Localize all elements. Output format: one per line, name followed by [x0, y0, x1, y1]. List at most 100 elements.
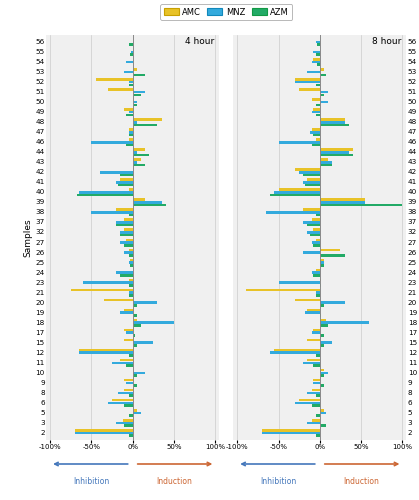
Bar — [320, 384, 324, 387]
Bar — [129, 354, 133, 357]
Bar — [124, 308, 133, 312]
Bar — [133, 344, 137, 347]
Bar — [131, 51, 133, 54]
Bar — [96, 78, 133, 80]
Bar — [118, 392, 133, 394]
Bar — [312, 144, 320, 146]
Bar — [126, 364, 133, 367]
Bar — [133, 324, 141, 326]
Bar — [108, 88, 133, 90]
Bar — [320, 374, 324, 377]
Bar — [310, 234, 320, 236]
Bar — [320, 201, 365, 203]
Bar — [320, 314, 321, 316]
Bar — [129, 84, 133, 86]
Bar — [303, 362, 320, 364]
Bar — [312, 111, 320, 114]
Bar — [303, 181, 320, 184]
Bar — [308, 224, 320, 226]
Bar — [313, 58, 320, 60]
Text: Inhibition: Inhibition — [261, 478, 297, 486]
Bar — [116, 208, 133, 211]
Bar — [295, 298, 320, 301]
Bar — [312, 218, 320, 221]
Bar — [274, 191, 320, 194]
Bar — [316, 214, 320, 216]
Bar — [320, 409, 324, 412]
Bar — [75, 429, 133, 432]
Bar — [295, 81, 320, 84]
Bar — [316, 268, 320, 271]
Bar — [126, 332, 133, 334]
Bar — [130, 54, 133, 56]
Bar — [100, 171, 133, 173]
Bar — [77, 194, 133, 196]
Bar — [124, 108, 133, 111]
Bar — [316, 434, 320, 437]
Bar — [308, 359, 320, 362]
Bar — [133, 164, 145, 166]
Bar — [133, 198, 145, 201]
Bar — [320, 322, 369, 324]
Bar — [120, 359, 133, 362]
Bar — [124, 228, 133, 231]
Bar — [303, 221, 320, 224]
Bar — [83, 282, 133, 284]
Bar — [124, 252, 133, 254]
Bar — [313, 134, 320, 136]
Bar — [320, 262, 324, 264]
Bar — [116, 224, 133, 226]
Bar — [130, 258, 133, 261]
Bar — [320, 254, 344, 256]
Bar — [124, 424, 133, 427]
Y-axis label: Samples: Samples — [23, 218, 33, 257]
Bar — [312, 272, 320, 274]
Bar — [320, 121, 344, 124]
Bar — [308, 178, 320, 181]
Bar — [129, 284, 133, 286]
Bar — [316, 54, 320, 56]
Bar — [133, 201, 162, 203]
Bar — [116, 221, 133, 224]
Bar — [129, 188, 133, 191]
Bar — [129, 254, 133, 256]
Bar — [124, 71, 133, 74]
Bar — [320, 118, 344, 121]
Bar — [312, 61, 320, 64]
Bar — [316, 40, 320, 43]
Bar — [129, 131, 133, 134]
Bar — [133, 409, 137, 412]
Bar — [320, 154, 353, 156]
Bar — [129, 81, 133, 84]
Bar — [308, 339, 320, 342]
Bar — [120, 178, 133, 181]
Bar — [133, 154, 149, 156]
Bar — [313, 274, 320, 276]
Bar — [308, 422, 320, 424]
Bar — [313, 364, 320, 367]
Bar — [320, 68, 324, 70]
Bar — [312, 241, 320, 244]
Bar — [133, 91, 145, 94]
Bar — [133, 68, 137, 70]
Bar — [133, 314, 137, 316]
Bar — [118, 184, 133, 186]
Bar — [320, 124, 349, 126]
Bar — [133, 342, 153, 344]
Bar — [71, 288, 133, 291]
Bar — [133, 412, 141, 414]
Bar — [120, 174, 133, 176]
Bar — [129, 128, 133, 131]
Bar — [91, 211, 133, 214]
Bar — [112, 399, 133, 402]
Bar — [320, 264, 324, 266]
Text: Inhibition: Inhibition — [73, 478, 110, 486]
Bar — [308, 71, 320, 74]
Bar — [320, 284, 321, 286]
Bar — [116, 181, 133, 184]
Bar — [133, 384, 137, 387]
Bar — [133, 302, 158, 304]
Bar — [317, 44, 320, 46]
Bar — [129, 278, 133, 281]
Bar — [129, 292, 133, 294]
